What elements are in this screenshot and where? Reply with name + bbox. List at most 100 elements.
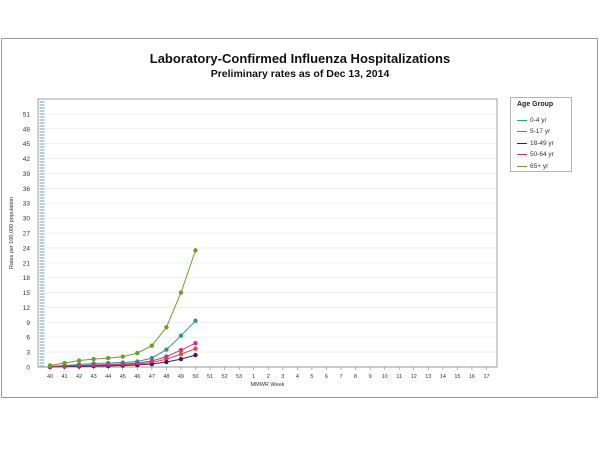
- data-point-0-4-yr: [164, 347, 169, 352]
- y-axis-band-segment: [39, 206, 45, 208]
- x-axis-label: MMWR Week: [251, 382, 285, 388]
- y-axis-band-segment: [39, 284, 45, 286]
- y-axis-band-segment: [39, 218, 45, 220]
- data-point-65-yr: [91, 356, 96, 362]
- y-axis-band-segment: [39, 125, 45, 127]
- y-tick-label: 9: [26, 320, 30, 327]
- y-axis-band-segment: [39, 104, 45, 106]
- x-tick-label: 53: [236, 374, 242, 380]
- y-axis-band-segment: [39, 158, 45, 160]
- y-axis-band-segment: [39, 326, 45, 328]
- y-axis-band-segment: [39, 212, 45, 214]
- x-tick-label: 4: [296, 374, 299, 380]
- y-axis-band-segment: [39, 350, 45, 352]
- x-tick-label: 50: [192, 374, 198, 380]
- data-point-65-yr: [47, 363, 53, 368]
- data-point-65-yr: [178, 290, 184, 295]
- y-axis-band-segment: [39, 269, 45, 271]
- y-axis-band-segment: [39, 362, 45, 364]
- legend-label: 0-4 yr: [530, 116, 547, 124]
- data-point-18-49-yr: [193, 352, 198, 358]
- y-axis-band-segment: [39, 128, 45, 130]
- y-axis-band-segment: [39, 278, 45, 280]
- y-axis-band-segment: [39, 200, 45, 202]
- y-axis-band-segment: [39, 182, 45, 184]
- y-axis-band-segment: [39, 317, 45, 319]
- chart-subtitle: Preliminary rates as of Dec 13, 2014: [210, 68, 390, 80]
- y-axis-band-segment: [39, 263, 45, 265]
- legend-label: 50-64 yr: [530, 151, 554, 158]
- legend-swatch: [517, 119, 527, 121]
- y-axis-band-segment: [39, 341, 45, 343]
- y-axis-band-segment: [39, 149, 45, 151]
- x-tick-label: 16: [469, 374, 475, 380]
- y-axis-band-segment: [39, 344, 45, 346]
- x-tick-label: 45: [120, 374, 126, 380]
- x-tick-label: 41: [61, 374, 67, 380]
- x-tick-label: 47: [149, 374, 155, 380]
- x-tick-label: 48: [163, 374, 169, 380]
- chart-title: Laboratory-Confirmed Influenza Hospitali…: [149, 51, 451, 66]
- y-axis-band-segment: [39, 155, 45, 157]
- data-point-65-yr: [120, 354, 125, 359]
- y-axis-band-segment: [39, 143, 45, 145]
- y-axis-band-segment: [39, 260, 45, 262]
- y-axis-band-segment: [39, 185, 45, 187]
- y-axis-label: Rates per 100,000 population: [9, 197, 15, 269]
- y-axis-band-segment: [39, 194, 45, 196]
- y-axis-band-segment: [39, 140, 45, 142]
- y-axis-band-segment: [39, 137, 45, 139]
- legend-label: 5-17 yr: [530, 128, 551, 135]
- legend-item-5-17-yr: 5-17 yr: [517, 127, 550, 137]
- y-axis-band-segment: [39, 203, 45, 205]
- y-tick-label: 30: [23, 216, 31, 223]
- y-axis-band-segment: [39, 287, 45, 289]
- y-axis-band-segment: [39, 305, 45, 307]
- y-axis-band-segment: [39, 242, 45, 244]
- y-tick-label: 48: [23, 126, 31, 133]
- y-axis-band-segment: [39, 209, 45, 211]
- y-tick-label: 36: [23, 186, 31, 193]
- y-tick-label: 21: [23, 260, 31, 267]
- y-axis-band-segment: [39, 338, 45, 340]
- y-axis-band-segment: [39, 197, 45, 199]
- y-axis-band-segment: [39, 359, 45, 361]
- y-axis-band-segment: [39, 161, 45, 163]
- data-point-50-64-yr: [91, 362, 96, 368]
- y-tick-label: 6: [26, 335, 30, 342]
- legend-swatch: [517, 142, 527, 144]
- x-tick-label: 11: [396, 374, 402, 380]
- y-axis-band-segment: [39, 230, 45, 232]
- data-point-65-yr: [149, 343, 155, 348]
- y-tick-label: 24: [23, 245, 31, 252]
- y-axis-band-segment: [39, 323, 45, 325]
- x-tick-label: 46: [134, 374, 140, 380]
- y-tick-label: 45: [23, 141, 31, 148]
- y-axis-band-segment: [39, 170, 45, 172]
- y-tick-label: 3: [26, 350, 30, 357]
- x-tick-label: 9: [369, 374, 372, 380]
- y-axis-band-segment: [39, 176, 45, 178]
- x-tick-label: 7: [339, 374, 342, 380]
- data-point-65-yr: [106, 355, 111, 361]
- data-point-50-64-yr: [76, 363, 82, 368]
- y-axis-band-segment: [39, 239, 45, 241]
- x-tick-label: 49: [178, 374, 184, 380]
- y-axis-band-segment: [39, 167, 45, 169]
- y-tick-label: 42: [23, 156, 31, 163]
- x-tick-label: 2: [267, 374, 270, 380]
- y-axis-band-segment: [39, 296, 45, 298]
- y-axis-band-segment: [39, 146, 45, 148]
- y-axis-band-segment: [39, 314, 45, 316]
- y-axis-band-segment: [39, 188, 45, 190]
- y-axis-band-segment: [39, 347, 45, 349]
- y-axis-band-segment: [39, 107, 45, 109]
- data-point-0-4-yr: [193, 318, 198, 324]
- y-axis-band-segment: [39, 281, 45, 283]
- y-axis-band-segment: [39, 257, 45, 259]
- y-axis-band-segment: [39, 116, 45, 118]
- y-axis-band-segment: [39, 221, 45, 223]
- y-tick-label: 12: [23, 305, 31, 312]
- x-tick-label: 51: [207, 374, 213, 380]
